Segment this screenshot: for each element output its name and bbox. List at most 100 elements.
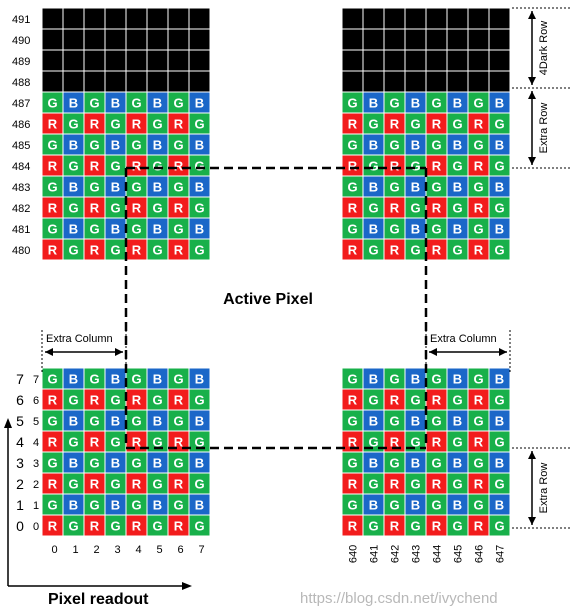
bottom-left-cell-letter: B [69,498,78,513]
top-right-cell-letter: G [389,180,399,195]
bottom-left-cell-letter: G [152,519,162,534]
row-number-label: 485 [12,140,30,152]
bottom-right-cell-letter: R [474,477,484,492]
row-number-label: 489 [12,56,30,68]
row-number-label: 481 [12,224,30,236]
bottom-left-cell-letter: R [132,435,142,450]
bottom-right-cell-letter: B [369,414,378,429]
top-left-cell-letter: G [47,180,57,195]
bottom-right-cell-letter: R [432,477,442,492]
top-right-cell [383,28,406,51]
top-left-cell [146,28,169,51]
top-left-cell [62,49,85,72]
bottom-left-cell-letter: B [111,372,120,387]
top-left-cell-letter: G [110,201,120,216]
top-left-cell-letter: G [68,201,78,216]
bottom-left-cell-letter: B [153,456,162,471]
bottom-right-cell-letter: G [347,372,357,387]
top-left-cell-letter: R [132,243,142,258]
bottom-left-cell-letter: G [89,372,99,387]
top-right-cell-letter: G [431,138,441,153]
bottom-right-cell-letter: R [432,393,442,408]
top-left-cell-letter: B [69,180,78,195]
bottom-left-cell-letter: G [110,393,120,408]
bottom-left-cell-letter: R [90,477,100,492]
top-left-cell-letter: B [153,180,162,195]
row-index-small-label: 0 [33,521,39,533]
bottom-right-cell-letter: G [473,498,483,513]
pixel-block-bottom-right: G B G B G B G BR G R G R G R GG B G B G B G BR G R G R G R GG B G B G B G B… [341,367,511,537]
bottom-left-cell-letter: G [68,477,78,492]
bottom-left-cell-letter: B [153,498,162,513]
bottom-left-cell-letter: G [68,435,78,450]
top-right-cell [362,49,385,72]
bottom-right-cell-letter: B [495,414,504,429]
top-left-cell-letter: G [68,159,78,174]
bottom-left-cell-letter: G [131,372,141,387]
top-left-cell [104,49,127,72]
top-left-cell [167,28,190,51]
column-number-label: 0 [51,544,57,556]
top-right-cell-letter: R [432,201,442,216]
bottom-left-cell-letter: R [48,519,58,534]
bottom-left-cell-letter: G [110,477,120,492]
dark-row-label: 4Dark Row [538,21,550,75]
bottom-left-cell-letter: G [131,456,141,471]
top-right-cell-letter: G [368,159,378,174]
bottom-right-cell-letter: G [494,477,504,492]
top-right-cell-letter: B [453,180,462,195]
top-right-cell [341,49,364,72]
bottom-left-cell-letter: G [194,477,204,492]
bottom-right-cell-letter: G [389,498,399,513]
top-right-cell-letter: G [368,243,378,258]
top-left-cell-letter: G [152,159,162,174]
bottom-left-cell-letter: G [68,393,78,408]
top-left-cell [167,70,190,93]
top-left-cell-letter: B [195,138,204,153]
top-left-cell-letter: G [173,96,183,111]
bottom-right-cell-letter: B [369,498,378,513]
top-left-cell-letter: R [90,159,100,174]
bottom-right-cell-letter: G [452,435,462,450]
bottom-left-cell-letter: B [195,414,204,429]
top-right-cell-letter: R [432,117,442,132]
bottom-left-cell-letter: G [173,498,183,513]
bottom-right-cell-letter: R [390,393,400,408]
top-right-cell-letter: B [453,222,462,237]
column-number-label: 642 [390,545,402,563]
column-number-label: 647 [495,545,507,563]
bottom-left-cell-letter: R [174,393,184,408]
bottom-right-cell-letter: G [347,498,357,513]
top-right-cell [488,28,511,51]
bottom-left-cell-letter: R [90,435,100,450]
top-right-cell-letter: R [390,117,400,132]
top-right-cell-letter: G [494,159,504,174]
top-left-cell-letter: G [194,243,204,258]
top-right-cell [404,7,427,30]
top-left-cell [167,49,190,72]
column-number-label: 2 [93,544,99,556]
top-right-cell-letter: R [474,159,484,174]
top-left-cell-letter: G [110,117,120,132]
top-left-cell [41,7,64,30]
top-left-cell [83,7,106,30]
top-right-cell [362,28,385,51]
row-index-label: 2 [16,476,24,492]
top-right-cell-letter: G [494,117,504,132]
top-left-cell-letter: R [174,159,184,174]
top-left-cell-letter: R [174,201,184,216]
bottom-right-cell-letter: G [410,393,420,408]
top-left-cell-letter: G [173,138,183,153]
top-left-cell-letter: R [48,243,58,258]
top-right-cell-letter: B [495,96,504,111]
top-right-cell-letter: G [389,96,399,111]
top-right-cell-letter: G [431,180,441,195]
bottom-right-cell-letter: G [452,519,462,534]
bottom-left-cell-letter: G [47,372,57,387]
bottom-right-cell-letter: G [431,456,441,471]
bottom-right-cell-letter: G [473,372,483,387]
bottom-right-cell-letter: G [494,393,504,408]
top-left-cell-letter: G [194,159,204,174]
bottom-left-cell-letter: R [174,477,184,492]
